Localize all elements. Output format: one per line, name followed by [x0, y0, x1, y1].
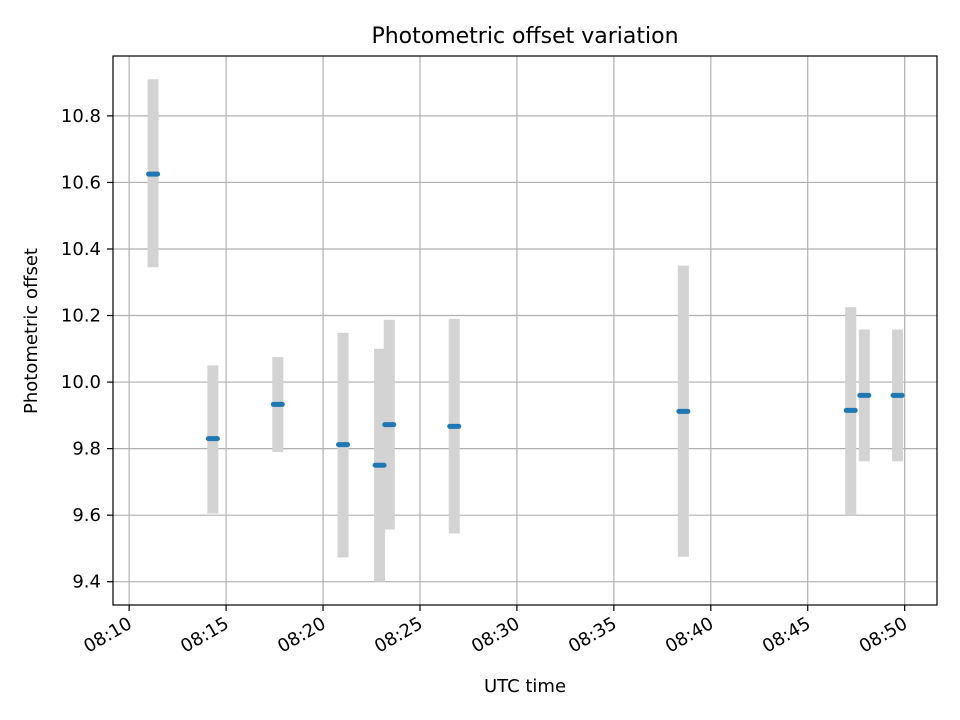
y-tick-label: 9.6 [72, 505, 101, 526]
y-tick-label: 9.8 [72, 439, 101, 460]
chart-title: Photometric offset variation [371, 24, 678, 49]
data-point [270, 401, 285, 407]
data-point [372, 462, 387, 468]
y-tick-label: 10.4 [61, 239, 101, 260]
y-tick-label: 10.8 [61, 106, 101, 127]
data-point [382, 422, 397, 428]
y-tick-label: 10.6 [61, 172, 101, 193]
y-tick-label: 10.2 [61, 306, 101, 327]
data-points [146, 171, 905, 468]
data-point [146, 171, 161, 177]
y-axis-label: Photometric offset [21, 248, 42, 414]
data-point [205, 436, 220, 442]
data-point [890, 392, 905, 398]
y-tick-label: 9.4 [72, 572, 101, 593]
y-tick-label: 10.0 [61, 372, 101, 393]
y-axis-ticks: 9.4 9.6 9.8 10.0 10.2 10.4 10.6 10.8 [61, 106, 113, 593]
x-axis-label: UTC time [484, 676, 566, 697]
data-point [857, 392, 872, 398]
data-point [447, 423, 462, 429]
data-point [336, 442, 351, 448]
plot-frame [112, 55, 938, 606]
data-point [843, 407, 858, 413]
data-point [676, 408, 691, 414]
grid-lines [113, 56, 937, 605]
